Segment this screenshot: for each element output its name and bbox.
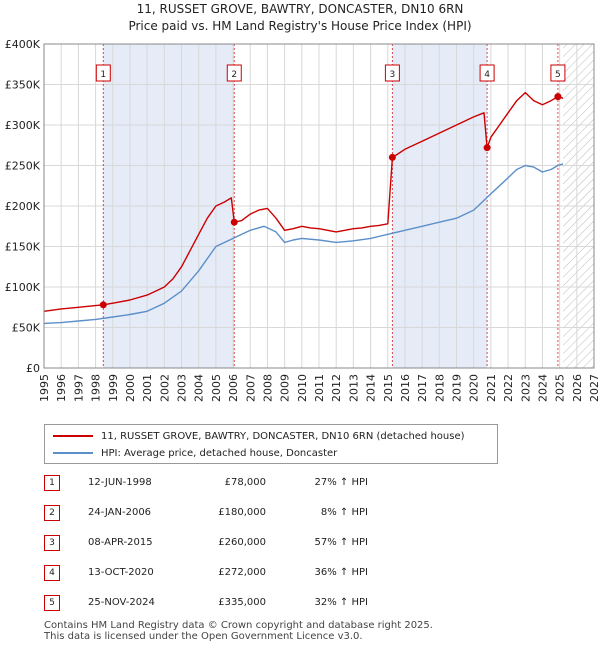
x-tick-label: 2003	[176, 374, 189, 402]
sale-price: £335,000	[218, 597, 266, 608]
sale-number-box	[384, 64, 400, 82]
sale-number-label: 4	[484, 70, 490, 80]
sale-number-label: 3	[390, 70, 396, 80]
x-tick-label: 2018	[433, 374, 446, 402]
sale-point	[388, 153, 396, 161]
sale-row: 3 08-APR-2015 £260,000 57% ↑ HPI	[44, 535, 464, 553]
sale-date: 25-NOV-2024	[88, 597, 155, 608]
sale-number-box	[95, 64, 111, 82]
sale-date: 13-OCT-2020	[88, 567, 154, 578]
y-tick-label: £50K	[12, 322, 41, 335]
sale-point	[230, 218, 238, 226]
sale-number-badge: 1	[44, 475, 60, 491]
sale-price: £272,000	[218, 567, 266, 578]
x-tick-label: 1997	[72, 374, 85, 402]
sale-price: £78,000	[224, 477, 266, 488]
x-tick-label: 2025	[554, 374, 567, 402]
x-tick-label: 2019	[451, 374, 464, 402]
x-tick-label: 2006	[227, 374, 240, 402]
x-tick-label: 2021	[485, 374, 498, 402]
sale-number-box	[479, 64, 495, 82]
sale-number-box	[226, 64, 242, 82]
x-tick-label: 2020	[468, 374, 481, 402]
legend-label-hpi: HPI: Average price, detached house, Donc…	[101, 447, 338, 459]
footer-copyright: Contains HM Land Registry data © Crown c…	[44, 620, 433, 631]
footer-licence: This data is licensed under the Open Gov…	[44, 631, 363, 642]
sale-point	[99, 301, 107, 309]
sale-point	[554, 93, 562, 101]
legend-swatch-property	[53, 435, 93, 437]
sale-number-label: 2	[231, 70, 237, 80]
x-tick-label: 1999	[107, 374, 120, 402]
legend-item-property: 11, RUSSET GROVE, BAWTRY, DONCASTER, DN1…	[53, 428, 465, 444]
sale-date: 08-APR-2015	[88, 537, 153, 548]
x-tick-label: 2004	[193, 374, 206, 402]
x-tick-label: 2026	[571, 374, 584, 402]
sale-number-badge: 5	[44, 595, 60, 611]
x-tick-label: 2016	[399, 374, 412, 402]
sale-hpi-change: 32% ↑ HPI	[314, 597, 368, 608]
sale-number-label: 1	[100, 70, 106, 80]
sale-hpi-change: 57% ↑ HPI	[314, 537, 368, 548]
y-tick-label: £150K	[5, 241, 41, 254]
price-chart: 1 2 3 4 5 £0 £50K £100K £150K £200K £250K £300K £350…	[5, 38, 600, 402]
x-tick-label: 2023	[519, 374, 532, 402]
sale-hpi-change: 8% ↑ HPI	[320, 507, 368, 518]
y-tick-label: £350K	[5, 79, 41, 92]
sale-number-badge: 2	[44, 505, 60, 521]
y-tick-label: £250K	[5, 160, 41, 173]
sale-row: 4 13-OCT-2020 £272,000 36% ↑ HPI	[44, 565, 464, 583]
chart-title: 11, RUSSET GROVE, BAWTRY, DONCASTER, DN1…	[136, 2, 464, 16]
x-tick-label: 2017	[416, 374, 429, 402]
legend-swatch-hpi	[53, 452, 93, 454]
x-tick-label: 2014	[365, 374, 378, 402]
sale-number-badge: 4	[44, 565, 60, 581]
legend-label-property: 11, RUSSET GROVE, BAWTRY, DONCASTER, DN1…	[101, 430, 465, 442]
x-tick-label: 2024	[536, 374, 549, 402]
x-tick-label: 2011	[313, 374, 326, 402]
y-tick-label: £0	[26, 362, 40, 375]
x-tick-label: 2007	[244, 374, 257, 402]
chart-subtitle: Price paid vs. HM Land Registry's House …	[128, 19, 472, 33]
sale-hpi-change: 27% ↑ HPI	[314, 477, 368, 488]
y-tick-label: £200K	[5, 200, 41, 213]
sale-price: £180,000	[218, 507, 266, 518]
sale-number-badge: 3	[44, 535, 60, 551]
x-tick-label: 1996	[55, 374, 68, 402]
x-tick-label: 2009	[279, 374, 292, 402]
x-tick-label: 2000	[124, 374, 137, 402]
y-tick-label: £400K	[5, 38, 41, 51]
footer: Contains HM Land Registry data © Crown c…	[44, 620, 433, 642]
legend: 11, RUSSET GROVE, BAWTRY, DONCASTER, DN1…	[44, 424, 498, 464]
x-tick-label: 2015	[382, 374, 395, 402]
sale-number-label: 5	[555, 70, 561, 80]
x-tick-label: 2013	[347, 374, 360, 402]
sale-price: £260,000	[218, 537, 266, 548]
x-tick-label: 2012	[330, 374, 343, 402]
legend-item-hpi: HPI: Average price, detached house, Donc…	[53, 445, 337, 461]
plot-border	[43, 43, 595, 369]
property-price-line	[43, 91, 564, 312]
sale-row: 5 25-NOV-2024 £335,000 32% ↑ HPI	[44, 595, 464, 613]
sale-row: 1 12-JUN-1998 £78,000 27% ↑ HPI	[44, 475, 464, 493]
sale-hpi-change: 36% ↑ HPI	[314, 567, 368, 578]
sale-date: 24-JAN-2006	[88, 507, 152, 518]
sale-number-box	[550, 64, 566, 82]
hpi-line	[43, 163, 564, 325]
x-tick-label: 2027	[588, 374, 600, 402]
x-tick-label: 2001	[141, 374, 154, 402]
y-tick-label: £300K	[5, 119, 41, 132]
sale-point	[483, 144, 491, 152]
x-tick-label: 2002	[158, 374, 171, 402]
x-tick-label: 2005	[210, 374, 223, 402]
x-tick-label: 1995	[38, 374, 51, 402]
y-tick-label: £100K	[5, 281, 41, 294]
sale-date: 12-JUN-1998	[88, 477, 152, 488]
x-tick-label: 2010	[296, 374, 309, 402]
sale-row: 2 24-JAN-2006 £180,000 8% ↑ HPI	[44, 505, 464, 523]
x-tick-label: 1998	[90, 374, 103, 402]
x-tick-label: 2022	[502, 374, 515, 402]
x-tick-label: 2008	[261, 374, 274, 402]
